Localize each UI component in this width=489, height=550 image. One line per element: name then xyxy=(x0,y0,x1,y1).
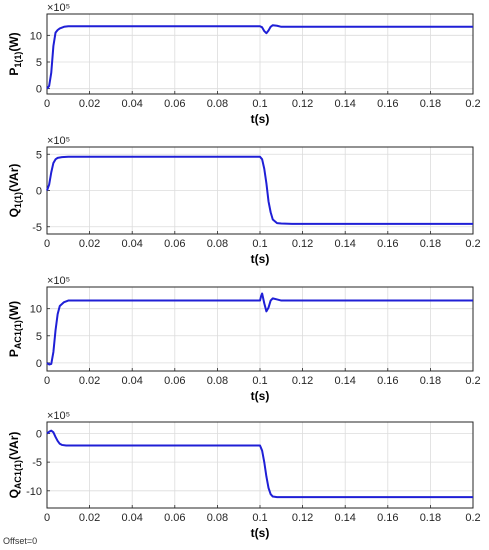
x-tick-label: 0.06 xyxy=(164,238,185,250)
axes-border xyxy=(46,286,474,372)
offset-label: Offset=0 xyxy=(3,536,38,546)
y-tick-label: 0 xyxy=(36,186,42,198)
x-tick-label: 0.04 xyxy=(121,98,142,110)
y-multiplier-label: ×10⁵ xyxy=(47,2,70,14)
y-axis-label-unit: (VAr) xyxy=(7,432,21,460)
x-tick-label: 0.12 xyxy=(292,238,313,250)
y-tick-label: -10 xyxy=(26,486,42,498)
x-tick-label: 0.06 xyxy=(164,98,185,110)
x-tick-label: 0.18 xyxy=(420,98,441,110)
x-tick-label: 0.08 xyxy=(207,375,228,387)
y-tick-label: 10 xyxy=(30,304,42,316)
x-tick-label: 0.04 xyxy=(121,375,142,387)
x-axis-label: t(s) xyxy=(251,389,270,403)
x-tick-label: 0.1 xyxy=(252,375,267,387)
y-axis-label-unit: (W) xyxy=(7,301,21,320)
y-axis-label-sub: 1(1) xyxy=(13,192,23,208)
y-axis-label: Q1(1)(VAr) xyxy=(7,164,23,218)
y-axis-label-sub: AC1(1) xyxy=(13,320,23,349)
x-tick-label: 0.06 xyxy=(164,375,185,387)
y-tick-label: -5 xyxy=(32,222,42,234)
x-tick-label: 0.12 xyxy=(292,375,313,387)
series-line xyxy=(46,24,473,90)
x-axis-label: t(s) xyxy=(251,252,270,266)
y-axis-label-sub: 1(1) xyxy=(13,52,23,68)
series-line xyxy=(46,155,473,225)
x-tick-label: 0.14 xyxy=(334,98,355,110)
x-tick-label: 0.14 xyxy=(334,238,355,250)
x-tick-label: 0.14 xyxy=(334,512,355,524)
x-axis-label: t(s) xyxy=(251,526,270,540)
y-tick-label: 0 xyxy=(36,84,42,96)
x-tick-label: 0 xyxy=(44,238,50,250)
y-axis-label: PAC1(1)(W) xyxy=(7,301,23,357)
chart-1: 0 0.02 0.04 0.06 0.08 0.1 0.12 0.14 0.16 0.18 0.2 0… xyxy=(7,2,481,126)
y-axis-label-sub: AC1(1) xyxy=(13,460,23,489)
x-tick-label: 0.18 xyxy=(420,375,441,387)
y-tick-label: 5 xyxy=(36,57,42,69)
axes-border xyxy=(46,421,474,509)
y-axis-label: P1(1)(W) xyxy=(7,32,23,75)
x-axis-label: t(s) xyxy=(251,112,270,126)
x-tick-label: 0.16 xyxy=(377,238,398,250)
y-tick-label: -5 xyxy=(32,457,42,469)
axes-border xyxy=(46,13,474,95)
y-axis-label-unit: (W) xyxy=(7,32,21,51)
x-tick-label: 0.2 xyxy=(465,375,480,387)
x-tick-label: 0.1 xyxy=(252,98,267,110)
series-line xyxy=(46,429,473,499)
x-tick-label: 0.04 xyxy=(121,238,142,250)
x-tick-label: 0.1 xyxy=(252,238,267,250)
x-tick-label: 0.16 xyxy=(377,375,398,387)
x-tick-label: 0.02 xyxy=(79,238,100,250)
y-tick-label: 10 xyxy=(30,30,42,42)
y-multiplier-label: ×10⁵ xyxy=(47,135,70,147)
x-tick-label: 0.06 xyxy=(164,512,185,524)
y-axis-label: QAC1(1)(VAr) xyxy=(7,432,23,499)
x-tick-label: 0.08 xyxy=(207,98,228,110)
x-tick-label: 0.18 xyxy=(420,512,441,524)
x-tick-label: 0.16 xyxy=(377,98,398,110)
series-line xyxy=(46,292,473,366)
x-tick-label: 0.02 xyxy=(79,375,100,387)
y-tick-label: 0 xyxy=(36,358,42,370)
x-tick-label: 0.18 xyxy=(420,238,441,250)
x-tick-label: 0 xyxy=(44,512,50,524)
x-tick-label: 0.08 xyxy=(207,238,228,250)
x-tick-label: 0.02 xyxy=(79,512,100,524)
x-tick-label: 0.1 xyxy=(252,512,267,524)
x-tick-label: 0.12 xyxy=(292,512,313,524)
chart-2: 0 0.02 0.04 0.06 0.08 0.1 0.12 0.14 0.16 0.18 0.2 -… xyxy=(7,135,481,266)
x-tick-label: 0.08 xyxy=(207,512,228,524)
x-tick-label: 0.16 xyxy=(377,512,398,524)
y-tick-label: 5 xyxy=(36,149,42,161)
x-tick-label: 0.12 xyxy=(292,98,313,110)
x-tick-label: 0.14 xyxy=(334,375,355,387)
chart-3: 0 0.02 0.04 0.06 0.08 0.1 0.12 0.14 0.16 0.18 0.2 0… xyxy=(7,275,481,403)
y-axis-label-main: P xyxy=(7,349,21,357)
chart-4: 0 0.02 0.04 0.06 0.08 0.1 0.12 0.14 0.16 0.18 0.2 -… xyxy=(7,410,481,540)
x-tick-label: 0.2 xyxy=(465,512,480,524)
y-axis-label-main: Q xyxy=(7,208,21,217)
y-tick-label: 0 xyxy=(36,428,42,440)
x-tick-label: 0.04 xyxy=(121,512,142,524)
y-axis-label-main: P xyxy=(7,68,21,76)
y-multiplier-label: ×10⁵ xyxy=(47,410,70,422)
x-tick-label: 0 xyxy=(44,375,50,387)
x-tick-label: 0.2 xyxy=(465,238,480,250)
x-tick-label: 0 xyxy=(44,98,50,110)
y-tick-label: 5 xyxy=(36,331,42,343)
y-axis-label-unit: (VAr) xyxy=(7,164,21,192)
x-tick-label: 0.2 xyxy=(465,98,480,110)
x-tick-label: 0.02 xyxy=(79,98,100,110)
y-multiplier-label: ×10⁵ xyxy=(47,275,70,287)
y-axis-label-main: Q xyxy=(7,489,21,498)
